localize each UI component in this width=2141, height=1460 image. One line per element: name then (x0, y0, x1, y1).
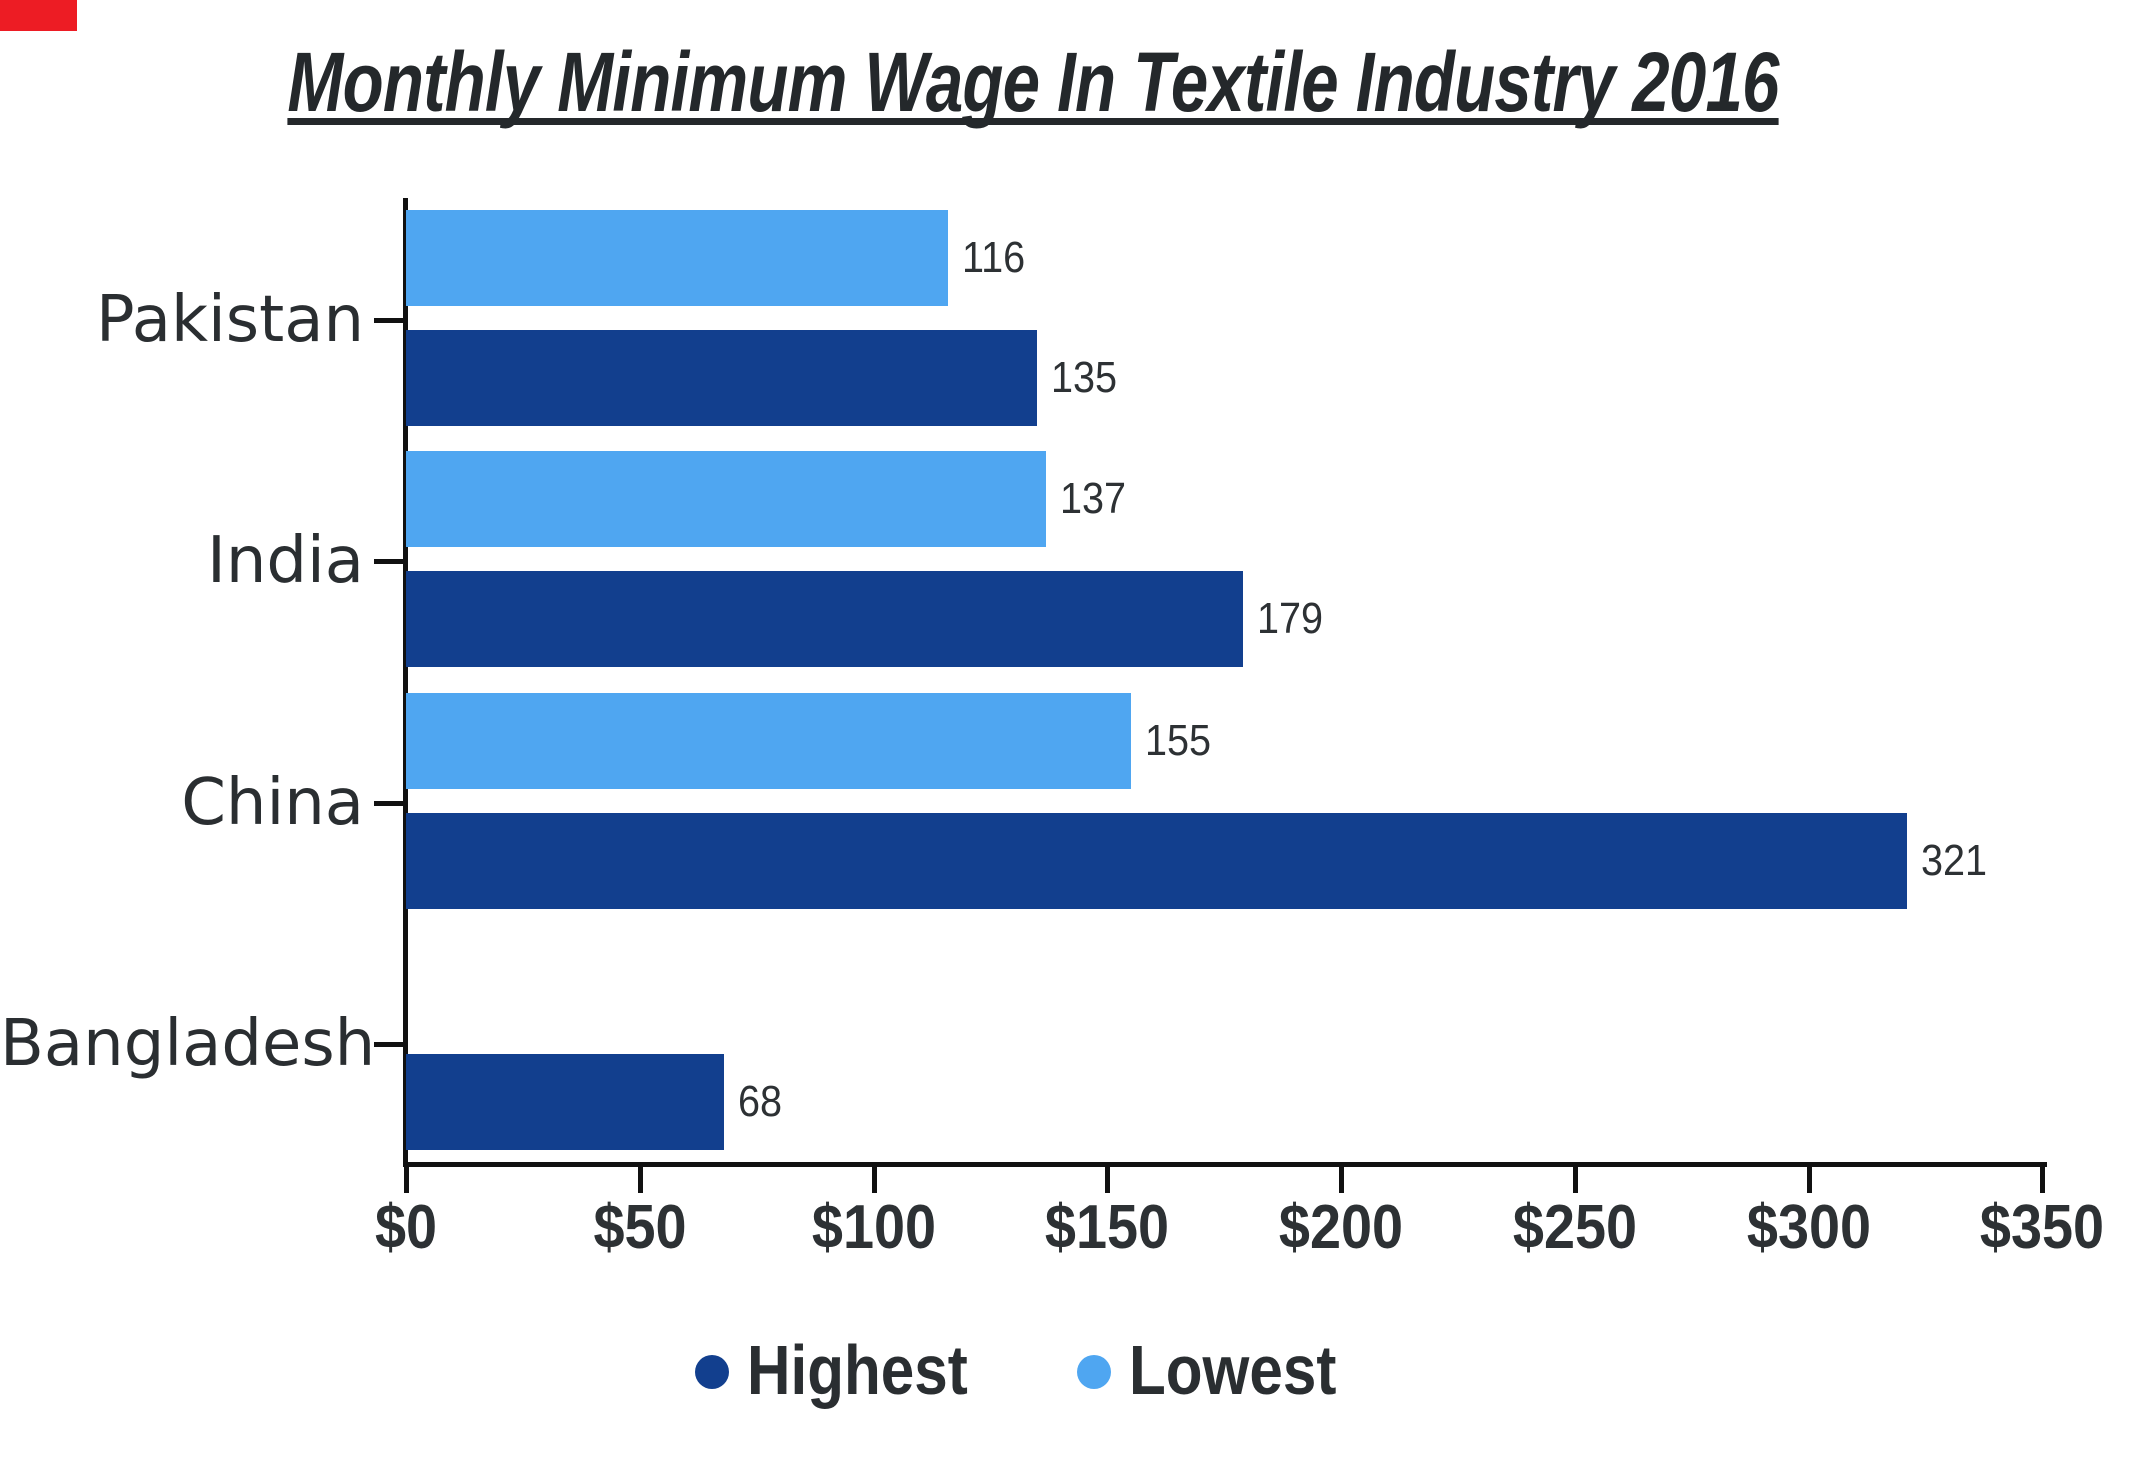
y-axis-spine (403, 198, 408, 1167)
x-tick-0 (404, 1167, 409, 1193)
x-tick-label-50: $50 (593, 1193, 687, 1262)
highest-value-india: 179 (1257, 594, 1324, 643)
x-tick-label-250: $250 (1512, 1193, 1638, 1262)
lowest-bar-india (406, 451, 1046, 547)
lowest-bar-pakistan (406, 210, 948, 306)
y-tick-pakistan (374, 318, 404, 323)
highest-bar-india (406, 571, 1243, 667)
highest-bar-bangladesh (406, 1054, 724, 1150)
lowest-value-china: 155 (1145, 716, 1212, 765)
category-label-india: India (206, 524, 364, 598)
highest-value-pakistan: 135 (1051, 353, 1118, 402)
category-label-bangladesh: Bangladesh (0, 1007, 376, 1081)
category-label-pakistan: Pakistan (96, 283, 364, 357)
legend-item-lowest: Lowest (1077, 1330, 1370, 1410)
highest-bar-china (406, 813, 1907, 909)
highest-value-china: 321 (1921, 836, 1988, 885)
y-tick-india (374, 559, 404, 564)
x-tick-100 (872, 1167, 877, 1193)
chart-title: Monthly Minimum Wage In Textile Industry… (286, 35, 1779, 129)
legend-label-lowest: Lowest (1129, 1331, 1337, 1409)
red-corner-marker (0, 0, 77, 31)
x-tick-label-350: $350 (1979, 1193, 2105, 1262)
x-tick-300 (1807, 1167, 1812, 1193)
lowest-value-pakistan: 116 (962, 233, 1026, 282)
x-tick-label-100: $100 (811, 1193, 937, 1262)
highest-series-dot-icon (694, 1355, 729, 1389)
legend-item-highest: Highest (694, 1330, 1004, 1410)
legend-label-highest: Highest (746, 1331, 968, 1409)
highest-bar-pakistan (406, 330, 1037, 426)
x-tick-250 (1573, 1167, 1578, 1193)
x-tick-350 (2040, 1167, 2045, 1193)
category-label-china: China (181, 766, 364, 840)
legend: Highest Lowest (0, 1330, 2141, 1410)
y-tick-china (374, 801, 404, 806)
y-tick-bangladesh (374, 1042, 404, 1047)
lowest-value-india: 137 (1060, 474, 1127, 523)
title-wrap: Monthly Minimum Wage In Textile Industry… (0, 34, 2141, 131)
x-tick-label-0: $0 (374, 1193, 438, 1262)
lowest-series-dot-icon (1077, 1355, 1112, 1389)
highest-value-bangladesh: 68 (738, 1077, 783, 1126)
x-tick-50 (638, 1167, 643, 1193)
x-tick-label-150: $150 (1044, 1193, 1170, 1262)
x-tick-150 (1105, 1167, 1110, 1193)
x-tick-label-300: $300 (1746, 1193, 1872, 1262)
x-tick-label-200: $200 (1278, 1193, 1404, 1262)
x-axis-spine (403, 1162, 2047, 1167)
x-tick-200 (1339, 1167, 1344, 1193)
lowest-bar-china (406, 693, 1131, 789)
